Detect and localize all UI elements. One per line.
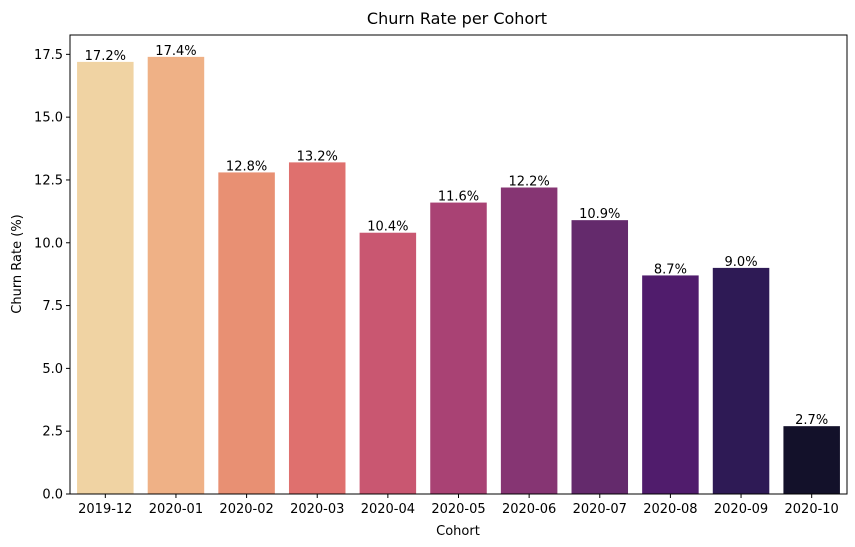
bar-2020-10 bbox=[783, 426, 840, 494]
bar-2020-05 bbox=[430, 202, 487, 495]
data-label-2020-03: 13.2% bbox=[297, 149, 338, 164]
x-axis-label: Cohort bbox=[436, 524, 480, 539]
data-label-2020-05: 11.6% bbox=[438, 190, 479, 205]
bar-2020-06 bbox=[500, 187, 558, 494]
y-tick-label: 7.5 bbox=[42, 299, 63, 314]
x-tick-label: 2020-06 bbox=[502, 502, 556, 517]
data-label-2020-02: 12.8% bbox=[226, 159, 267, 174]
data-label-2020-07: 10.9% bbox=[579, 207, 620, 222]
x-tick-label: 2020-10 bbox=[785, 502, 839, 517]
x-tick-label: 2020-08 bbox=[643, 502, 697, 517]
data-labels-group: 17.2% 17.4% 12.8% 13.2% 10.4% 11.6% 12.2% 10.9%… bbox=[85, 44, 829, 428]
data-label-2019-12: 17.2% bbox=[85, 49, 126, 64]
bar-2020-02 bbox=[218, 172, 275, 494]
x-axis-ticks: 2019-12 2020-01 2020-02 2020-03 2020-04 2020-… bbox=[78, 494, 839, 517]
y-tick-label: 2.5 bbox=[42, 425, 63, 440]
bar-2020-04 bbox=[359, 232, 417, 494]
bar-2020-09 bbox=[712, 267, 770, 494]
x-tick-label: 2019-12 bbox=[78, 502, 132, 517]
plot-frame bbox=[69, 34, 848, 495]
data-label-2020-01: 17.4% bbox=[155, 44, 196, 59]
bar-2020-03 bbox=[288, 162, 346, 494]
x-tick-label: 2020-01 bbox=[149, 502, 203, 517]
x-tick-label: 2020-05 bbox=[431, 502, 485, 517]
y-tick-label: 10.0 bbox=[34, 236, 63, 251]
bar-2020-07 bbox=[571, 220, 629, 494]
y-tick-label: 5.0 bbox=[42, 362, 63, 377]
data-label-2020-09: 9.0% bbox=[725, 255, 758, 270]
bar-2019-12 bbox=[77, 61, 134, 494]
y-tick-label: 0.0 bbox=[42, 488, 63, 503]
bar-2020-01 bbox=[147, 56, 205, 494]
x-tick-label: 2020-07 bbox=[573, 502, 627, 517]
x-tick-label: 2020-04 bbox=[361, 502, 415, 517]
y-axis-ticks: 0.0 2.5 5.0 7.5 10.0 12.5 15.0 17.5 bbox=[34, 48, 70, 503]
data-label-2020-04: 10.4% bbox=[367, 220, 408, 235]
y-tick-label: 12.5 bbox=[34, 173, 63, 188]
data-label-2020-08: 8.7% bbox=[654, 262, 687, 277]
y-tick-label: 15.0 bbox=[34, 111, 63, 126]
y-axis-label: Churn Rate (%) bbox=[10, 214, 25, 313]
data-label-2020-10: 2.7% bbox=[795, 413, 828, 428]
bar-2020-08 bbox=[642, 275, 699, 494]
x-tick-label: 2020-02 bbox=[219, 502, 273, 517]
bars-group bbox=[77, 56, 840, 495]
data-label-2020-06: 12.2% bbox=[508, 174, 549, 189]
y-tick-label: 17.5 bbox=[34, 48, 63, 63]
chart-title: Churn Rate per Cohort bbox=[367, 9, 547, 28]
x-tick-label: 2020-03 bbox=[290, 502, 344, 517]
x-tick-label: 2020-09 bbox=[714, 502, 768, 517]
